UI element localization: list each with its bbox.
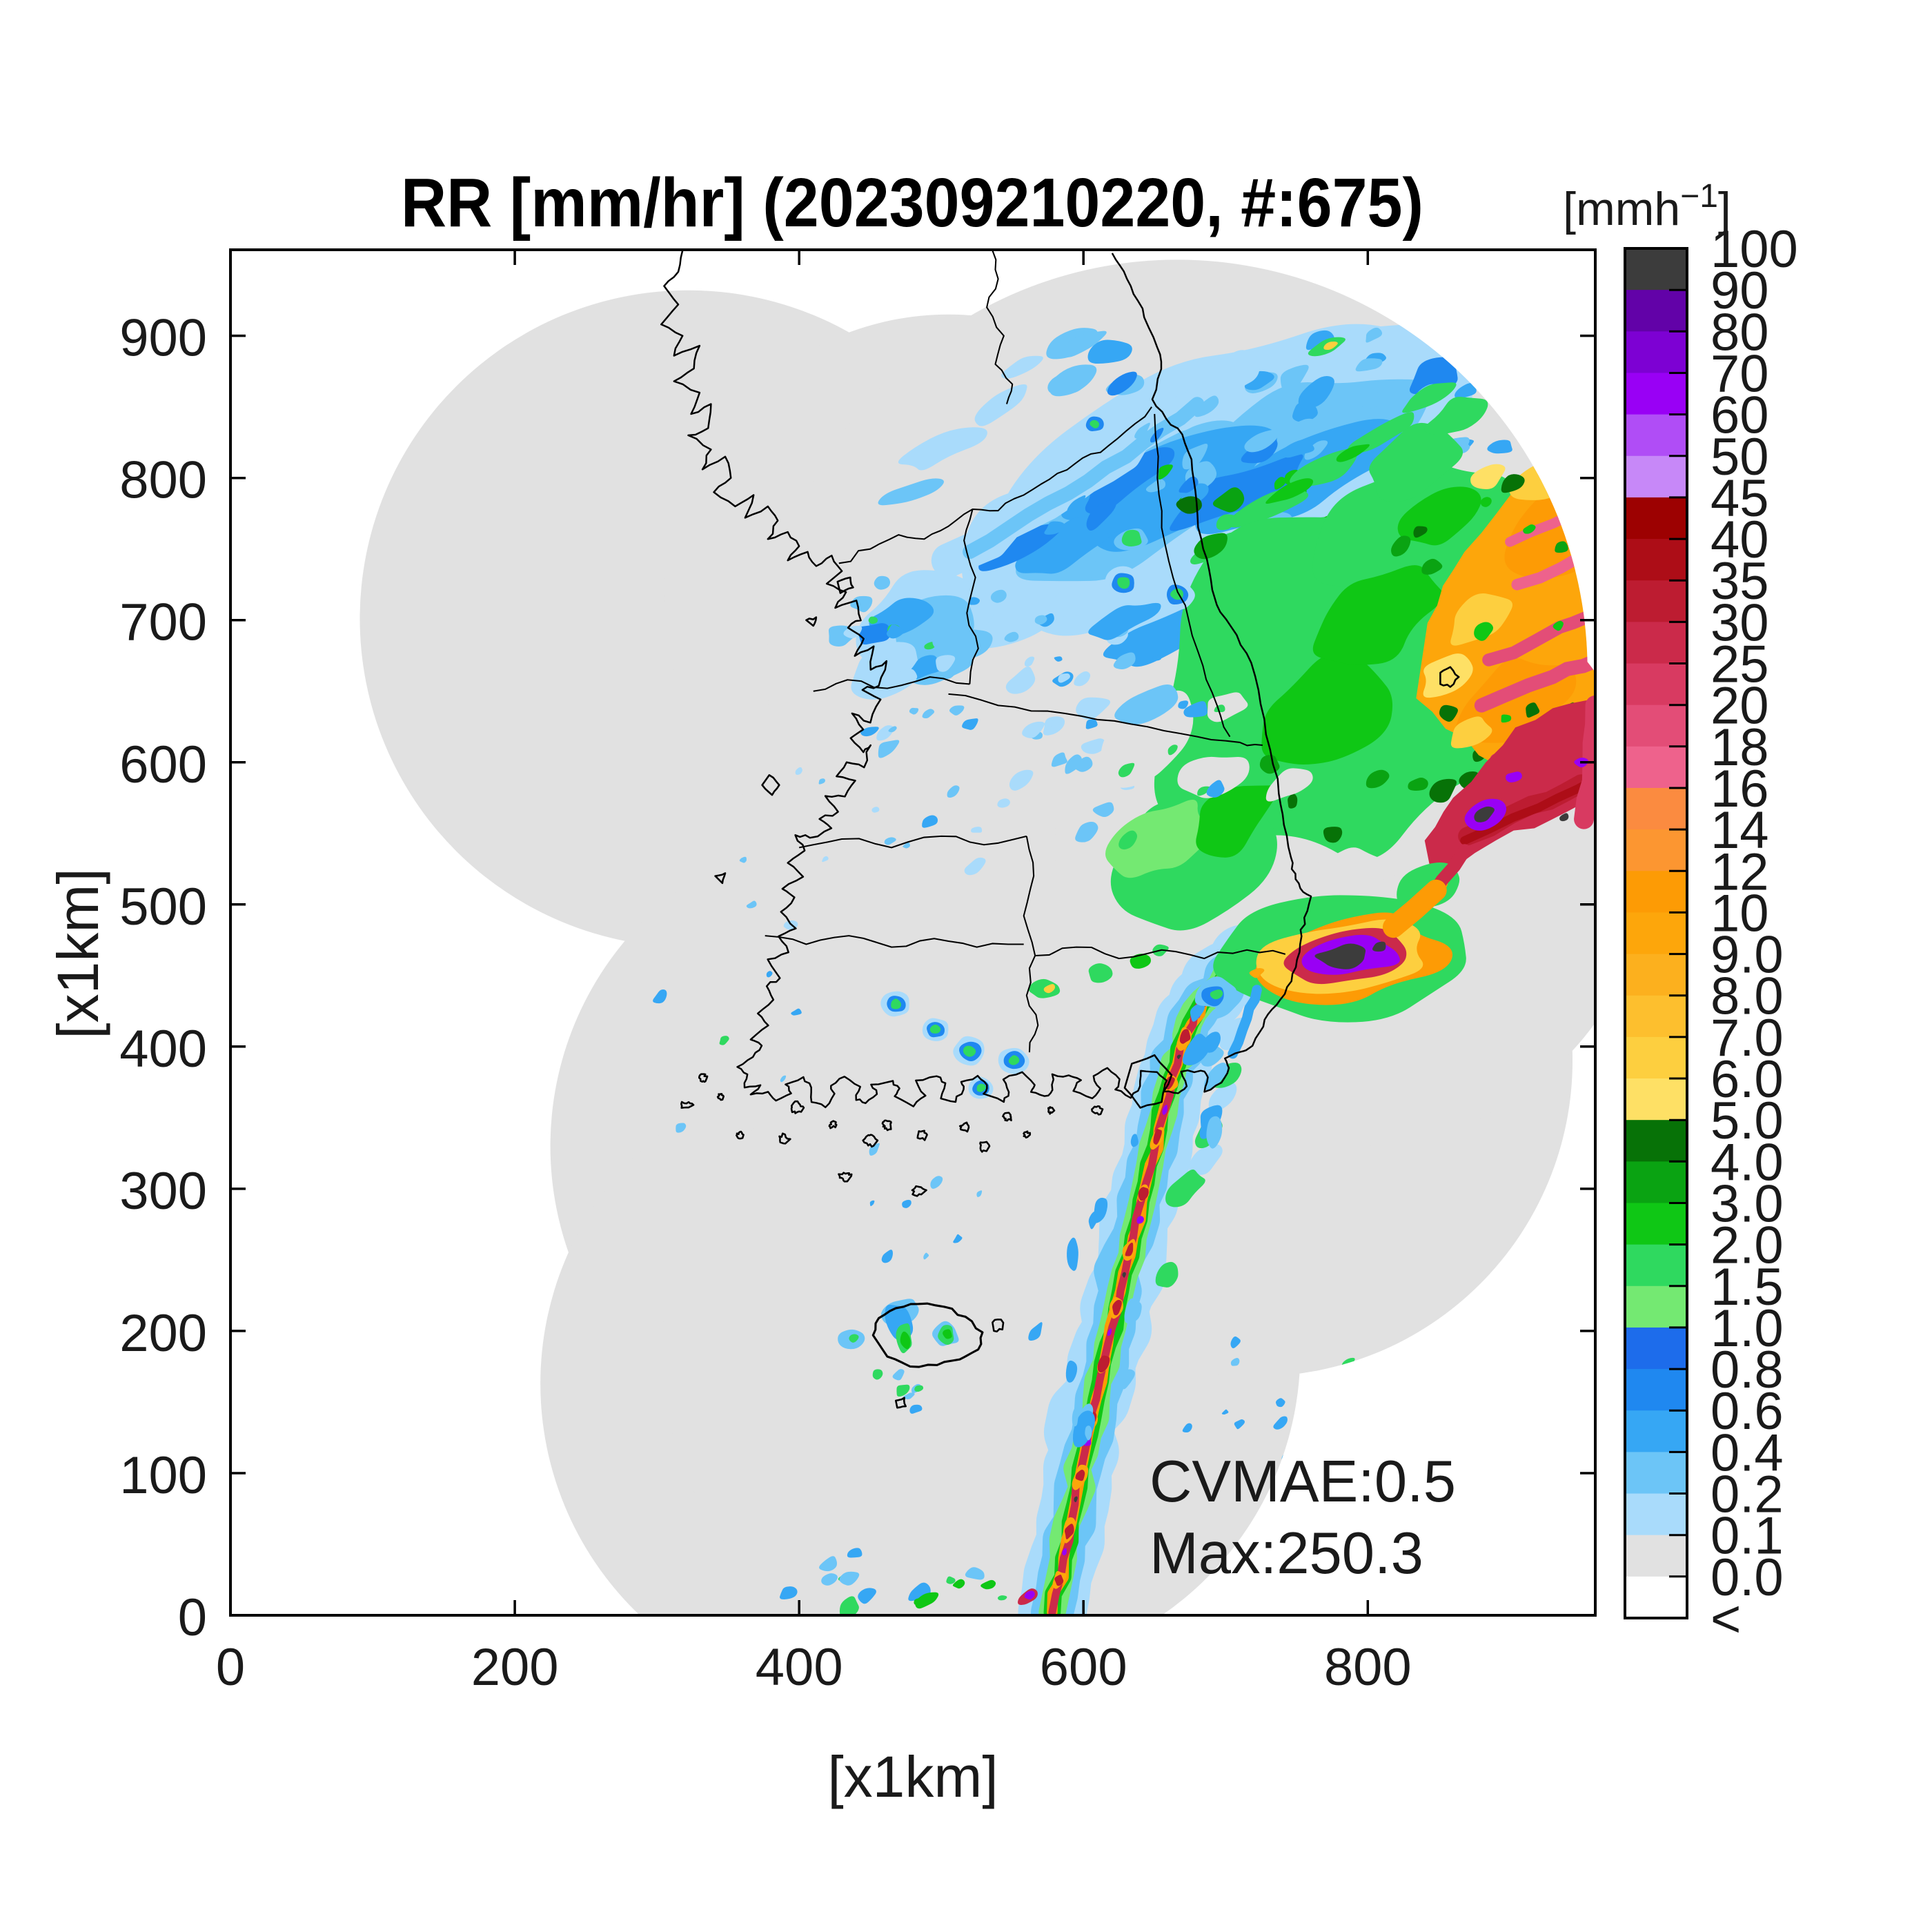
svg-text:0.1: 0.1 (1711, 1507, 1784, 1566)
svg-text:45: 45 (1711, 469, 1769, 528)
svg-text:[mmh−1]: [mmh−1] (1563, 178, 1731, 235)
svg-text:200: 200 (119, 1304, 207, 1363)
svg-text:400: 400 (756, 1638, 843, 1697)
svg-text:[x1km]: [x1km] (827, 1744, 998, 1809)
svg-text:100: 100 (1711, 220, 1798, 279)
svg-text:50: 50 (1711, 428, 1769, 486)
svg-text:80: 80 (1711, 303, 1769, 362)
svg-text:90: 90 (1711, 262, 1769, 320)
svg-text:3.0: 3.0 (1711, 1175, 1784, 1234)
svg-text:8.0: 8.0 (1711, 967, 1784, 1026)
svg-text:700: 700 (119, 593, 207, 652)
svg-text:200: 200 (471, 1638, 559, 1697)
svg-text:0.6: 0.6 (1711, 1382, 1784, 1441)
svg-text:30: 30 (1711, 593, 1769, 652)
svg-text:16: 16 (1711, 760, 1769, 818)
svg-text:1.0: 1.0 (1711, 1299, 1784, 1358)
svg-text:7.0: 7.0 (1711, 1009, 1784, 1067)
svg-text:20: 20 (1711, 677, 1769, 736)
svg-text:25: 25 (1711, 635, 1769, 694)
svg-text:14: 14 (1711, 801, 1769, 860)
svg-text:18: 18 (1711, 718, 1769, 777)
svg-text:100: 100 (119, 1446, 207, 1505)
svg-text:Max:250.3: Max:250.3 (1150, 1521, 1423, 1586)
svg-text:0.2: 0.2 (1711, 1466, 1784, 1524)
svg-text:RR [mm/hr] (202309210220, #:67: RR [mm/hr] (202309210220, #:675) (401, 164, 1423, 241)
svg-text:60: 60 (1711, 386, 1769, 445)
svg-text:1.5: 1.5 (1711, 1258, 1784, 1317)
svg-text:0.4: 0.4 (1711, 1423, 1784, 1482)
svg-text:6.0: 6.0 (1711, 1050, 1784, 1109)
svg-text:10: 10 (1711, 884, 1769, 943)
svg-text:35: 35 (1711, 552, 1769, 611)
svg-text:500: 500 (119, 878, 207, 936)
svg-text:12: 12 (1711, 842, 1769, 901)
svg-text:5.0: 5.0 (1711, 1092, 1784, 1150)
svg-text:0: 0 (216, 1638, 245, 1697)
svg-text:2.0: 2.0 (1711, 1216, 1784, 1275)
svg-text:4.0: 4.0 (1711, 1133, 1784, 1192)
svg-text:0: 0 (178, 1588, 207, 1647)
svg-text:0.8: 0.8 (1711, 1341, 1784, 1399)
svg-text:600: 600 (1040, 1638, 1127, 1697)
svg-text:70: 70 (1711, 345, 1769, 404)
svg-text:9.0: 9.0 (1711, 926, 1784, 985)
svg-text:800: 800 (1324, 1638, 1412, 1697)
svg-text:300: 300 (119, 1162, 207, 1221)
svg-text:0.0: 0.0 (1711, 1548, 1784, 1607)
svg-text:600: 600 (119, 736, 207, 794)
svg-text:900: 900 (119, 309, 207, 368)
svg-text:CVMAE:0.5: CVMAE:0.5 (1150, 1449, 1456, 1515)
svg-text:800: 800 (119, 451, 207, 510)
svg-text:<: < (1711, 1590, 1741, 1648)
svg-text:[x1km]: [x1km] (46, 868, 110, 1038)
svg-text:400: 400 (119, 1020, 207, 1078)
svg-text:40: 40 (1711, 511, 1769, 569)
